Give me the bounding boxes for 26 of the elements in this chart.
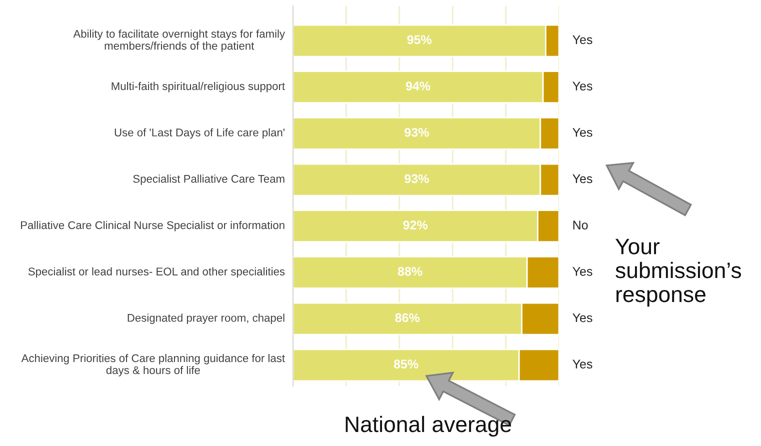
text: National average xyxy=(346,416,512,437)
y-tick-label: Designated prayer room, chapel xyxy=(128,314,284,324)
text: Your submission’s response xyxy=(615,238,742,307)
text: Yes xyxy=(572,267,592,276)
data-label: 85% xyxy=(394,360,418,368)
data-label: 86% xyxy=(395,313,420,322)
text: Yes xyxy=(572,174,592,184)
data-label: 95% xyxy=(407,35,432,44)
text: Yes xyxy=(572,360,592,368)
text: Yes xyxy=(572,35,592,44)
y-tick-label: Palliative Care Clinical Nurse Specialist or information xyxy=(21,220,284,232)
y-tick-label: Achieving Priorities of Care planning guidance for last days & hours of life xyxy=(21,354,285,376)
data-label: 88% xyxy=(398,266,422,276)
y-tick-label: Use of 'Last Days of Life care plan' xyxy=(114,128,284,139)
text: Yes xyxy=(572,313,592,322)
y-tick-label: Ability to facilitate overnight stays for family members/friends of the patient xyxy=(73,30,286,52)
data-label: 93% xyxy=(404,128,429,137)
y-tick-label: Specialist Palliative Care Team xyxy=(133,174,284,185)
y-tick-label: Multi-faith spiritual/religious support xyxy=(112,82,285,92)
text: Yes xyxy=(572,128,592,137)
text: Yes xyxy=(572,82,592,90)
data-label: 92% xyxy=(403,220,428,230)
data-label: 94% xyxy=(406,82,430,90)
text: No xyxy=(573,220,588,230)
data-label: 93% xyxy=(404,174,429,184)
y-tick-label: Specialist or lead nurses- EOL and other specialities xyxy=(28,267,285,278)
